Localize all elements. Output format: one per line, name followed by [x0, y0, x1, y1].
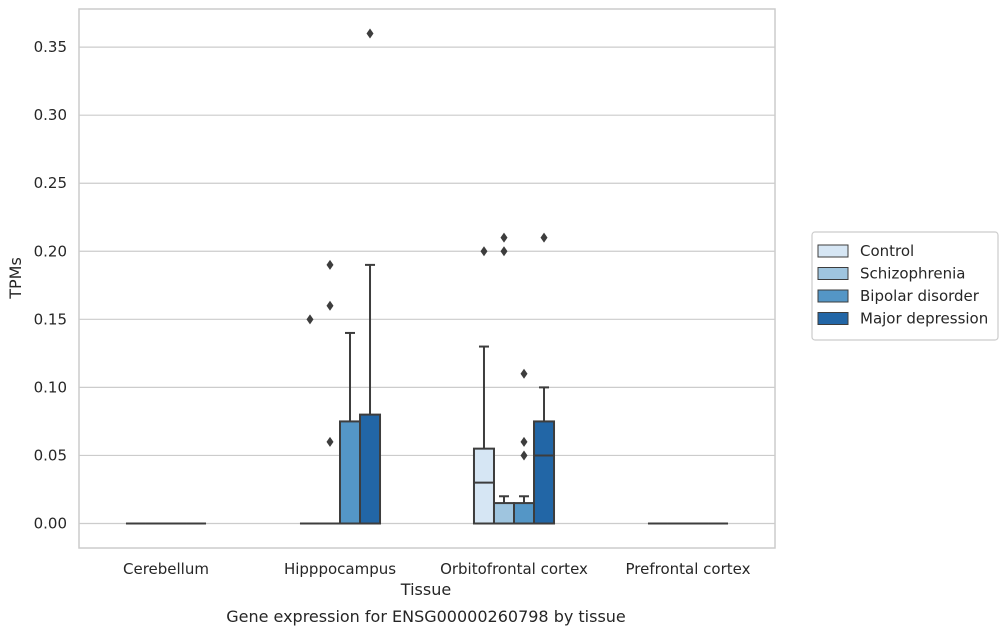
box-major-depression [533, 232, 556, 525]
x-tick-label: Prefrontal cortex [626, 560, 751, 578]
y-axis-title: TPMs [6, 257, 25, 300]
legend-swatch [817, 312, 849, 325]
chart-caption: Gene expression for ENSG00000260798 by t… [226, 607, 626, 626]
plot-frame [78, 8, 776, 549]
legend-label: Bipolar disorder [860, 287, 980, 305]
box-schizophrenia [319, 259, 340, 525]
y-tick-labels: 0.00 0.05 0.10 0.15 0.20 0.25 0.30 0.35 [34, 38, 67, 532]
outlier-point [520, 450, 528, 461]
legend-swatch [817, 244, 849, 258]
y-tick-label: 0.25 [34, 174, 67, 192]
boxes [125, 28, 729, 525]
legend: Control Schizophrenia Bipolar disorder Majo… [811, 231, 999, 341]
legend-label: Control [860, 242, 914, 260]
x-tick-label: Orbitofrontal cortex [440, 560, 588, 578]
x-tick-label: Cerebellum [123, 560, 209, 578]
outlier-point [306, 314, 314, 325]
box-control [299, 314, 320, 525]
y-tick-label: 0.35 [34, 38, 67, 56]
outlier-point [500, 246, 508, 257]
x-axis-title: Tissue [400, 580, 451, 599]
legend-swatch [817, 267, 849, 280]
grid-lines [79, 46, 775, 525]
outlier-point [520, 368, 528, 379]
box-schizophrenia [492, 232, 515, 525]
box-body [472, 447, 495, 525]
outlier-point [326, 436, 334, 447]
box-body [339, 420, 362, 525]
legend-frame [811, 231, 999, 341]
legend-label: Major depression [860, 310, 988, 328]
outlier-point [480, 246, 488, 257]
x-tick-labels: Cerebellum Hipppocampus Orbitofrontal cort… [123, 560, 751, 578]
y-tick-label: 0.05 [34, 446, 67, 464]
outlier-point [500, 232, 508, 243]
outlier-point [326, 300, 334, 311]
outlier-point [366, 28, 374, 39]
box-body [492, 502, 515, 525]
y-tick-label: 0.10 [34, 378, 67, 396]
y-tick-label: 0.00 [34, 515, 67, 533]
legend-swatch [817, 289, 849, 303]
box-body [533, 420, 556, 525]
y-tick-label: 0.15 [34, 310, 67, 328]
outlier-point [326, 259, 334, 270]
box-major-depression [359, 28, 382, 525]
box-control [472, 246, 495, 525]
box-bipolar-disorder [339, 331, 362, 525]
outlier-point [520, 436, 528, 447]
x-tick-label: Hipppocampus [284, 560, 396, 578]
y-tick-label: 0.30 [34, 106, 67, 124]
box-body [359, 413, 382, 525]
outlier-point [540, 232, 548, 243]
y-tick-label: 0.20 [34, 242, 67, 260]
box-body [513, 502, 536, 525]
legend-label: Schizophrenia [860, 265, 965, 283]
box-bipolar-disorder [513, 368, 536, 525]
